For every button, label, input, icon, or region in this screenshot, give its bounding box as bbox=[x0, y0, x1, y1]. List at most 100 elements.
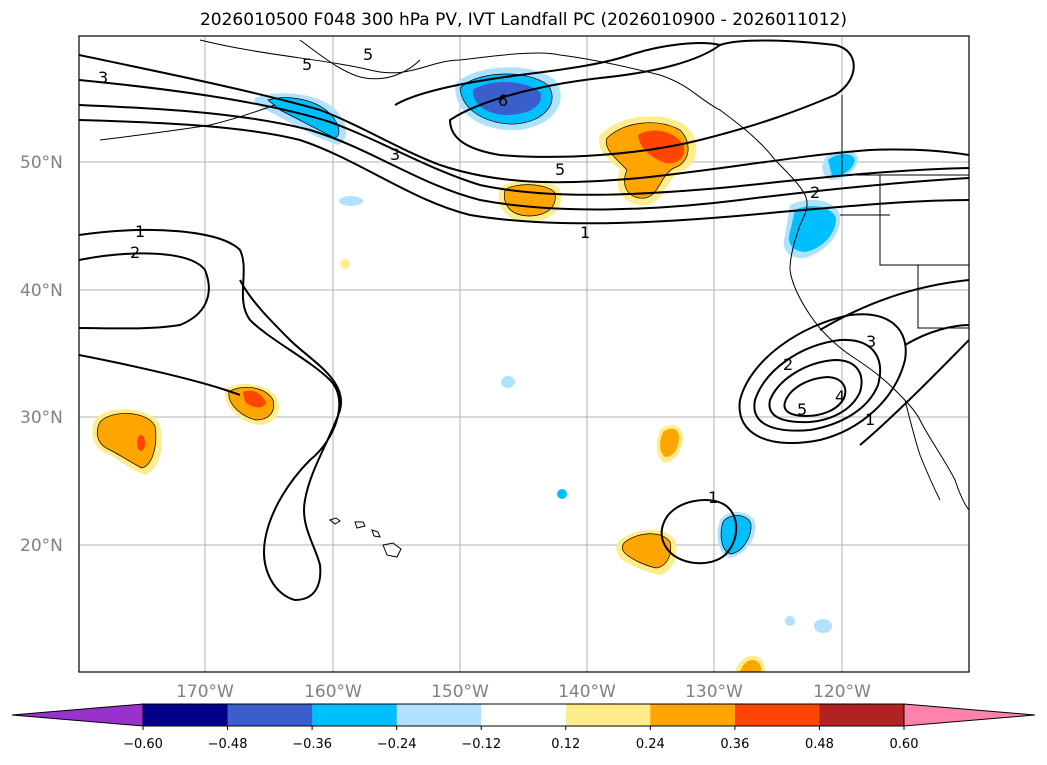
pv-anomaly-fills bbox=[92, 67, 858, 672]
colorbar-segment bbox=[143, 704, 229, 726]
contour-label: 3 bbox=[390, 145, 400, 164]
lon-label: 120°W bbox=[813, 682, 871, 702]
pv-negative-blob bbox=[501, 376, 515, 388]
contour-line bbox=[738, 313, 907, 444]
pv-positive-blob bbox=[638, 130, 685, 164]
state-border bbox=[917, 265, 969, 329]
contour-label: 1 bbox=[708, 488, 718, 507]
colorbar-tick-label: −0.60 bbox=[123, 737, 163, 752]
colorbar-tick-label: 0.12 bbox=[551, 737, 580, 752]
colorbar-segment bbox=[650, 704, 736, 726]
contour-line bbox=[79, 252, 210, 330]
lon-label: 160°W bbox=[304, 682, 362, 702]
contour-line bbox=[819, 279, 969, 331]
hawaii-island bbox=[382, 542, 402, 558]
colorbar-tick-label: 0.48 bbox=[805, 737, 834, 752]
contour-label: 5 bbox=[797, 400, 807, 419]
pv-negative-blob bbox=[472, 81, 541, 115]
contour-label: 4 bbox=[835, 387, 845, 406]
contour-line bbox=[79, 79, 969, 196]
contour-labels: 3 5 6 5 3 5 1 1 2 2 3 4 5 1 1 2 bbox=[98, 45, 876, 507]
contour-line bbox=[79, 119, 969, 225]
lon-label: 150°W bbox=[431, 682, 489, 702]
contour-line bbox=[79, 104, 969, 211]
lon-label: 170°W bbox=[176, 682, 234, 702]
contour-line bbox=[859, 339, 969, 446]
pv-positive-blob bbox=[97, 413, 156, 468]
contour-label: 2 bbox=[810, 183, 820, 202]
colorbar-border bbox=[142, 703, 905, 727]
pv-negative-blob bbox=[557, 489, 567, 499]
colorbar-tick-label: −0.36 bbox=[292, 737, 332, 752]
colorbar: −0.60 −0.48 −0.36 −0.24 −0.12 0.12 0.24 0.36 0.4… bbox=[11, 703, 1036, 752]
contour-label: 1 bbox=[865, 410, 875, 429]
pv-negative-blob bbox=[339, 196, 363, 206]
pv-negative-blob bbox=[785, 616, 795, 626]
pv-positive-blob bbox=[243, 390, 266, 408]
fill-outlines bbox=[96, 73, 752, 569]
contour-line bbox=[79, 354, 241, 396]
contour-label: 2 bbox=[130, 243, 140, 262]
map-border bbox=[78, 35, 970, 673]
contour-line bbox=[79, 54, 969, 184]
colorbar-segment bbox=[312, 704, 398, 726]
hawaii-island bbox=[328, 517, 341, 525]
lat-label: 30°N bbox=[20, 408, 63, 428]
lat-label: 50°N bbox=[20, 153, 63, 173]
pv-contours bbox=[79, 39, 969, 602]
contour-line bbox=[753, 338, 882, 432]
baja-california bbox=[904, 399, 941, 501]
colorbar-tick-label: −0.48 bbox=[208, 737, 248, 752]
longitude-labels: 170°W 160°W 150°W 140°W 130°W 120°W bbox=[176, 682, 871, 702]
contour-line bbox=[768, 358, 863, 424]
contour-line bbox=[448, 39, 855, 158]
lon-label: 140°W bbox=[558, 682, 616, 702]
contour-line bbox=[394, 42, 721, 106]
west-coast-outline bbox=[199, 39, 969, 511]
pv-positive-blob bbox=[340, 259, 350, 269]
contour-line bbox=[783, 375, 847, 418]
latitude-labels: 50°N 40°N 30°N 20°N bbox=[20, 153, 63, 556]
contour-label: 2 bbox=[783, 355, 793, 374]
colorbar-extend-max bbox=[903, 703, 1036, 727]
contour-label: 1 bbox=[580, 223, 590, 242]
lon-label: 130°W bbox=[685, 682, 743, 702]
colorbar-extend-min bbox=[11, 703, 144, 727]
contour-line bbox=[904, 324, 969, 346]
hawaii-island bbox=[371, 529, 381, 538]
contour-label: 5 bbox=[302, 55, 312, 74]
map-title: 2026010500 F048 300 hPa PV, IVT Landfall… bbox=[199, 10, 847, 30]
colorbar-segment bbox=[734, 704, 820, 726]
lat-label: 20°N bbox=[20, 536, 63, 556]
pv-positive-blob bbox=[622, 533, 671, 568]
pv-positive-blob bbox=[660, 428, 679, 457]
colorbar-segment bbox=[565, 704, 651, 726]
alaska-peninsula bbox=[299, 39, 421, 80]
colorbar-segment bbox=[481, 704, 567, 726]
colorbar-tick-label: −0.12 bbox=[461, 737, 501, 752]
colorbar-segment bbox=[396, 704, 482, 726]
contour-label: 3 bbox=[866, 332, 876, 351]
colorbar-segment bbox=[819, 704, 905, 726]
colorbar-tick-label: 0.24 bbox=[636, 737, 665, 752]
contour-label: 3 bbox=[98, 68, 108, 87]
lat-label: 40°N bbox=[20, 281, 63, 301]
colorbar-tick-label: −0.24 bbox=[377, 737, 417, 752]
contour-line bbox=[660, 499, 738, 565]
gridlines bbox=[79, 36, 969, 672]
colorbar-tick-label: 0.36 bbox=[720, 737, 749, 752]
pv-negative-blob bbox=[268, 97, 339, 138]
contour-label: 5 bbox=[363, 45, 373, 64]
contour-line bbox=[79, 229, 343, 602]
contour-label: 1 bbox=[135, 222, 145, 241]
colorbar-segment bbox=[227, 704, 313, 726]
contour-label: 5 bbox=[555, 160, 565, 179]
pv-positive-blob bbox=[137, 435, 145, 451]
map-area bbox=[79, 36, 969, 672]
hawaii-island bbox=[354, 521, 366, 529]
aleutian-islands bbox=[99, 104, 276, 141]
pv-negative-blob bbox=[814, 619, 832, 633]
state-border bbox=[879, 175, 969, 266]
colorbar-tick-label: 0.60 bbox=[890, 737, 919, 752]
